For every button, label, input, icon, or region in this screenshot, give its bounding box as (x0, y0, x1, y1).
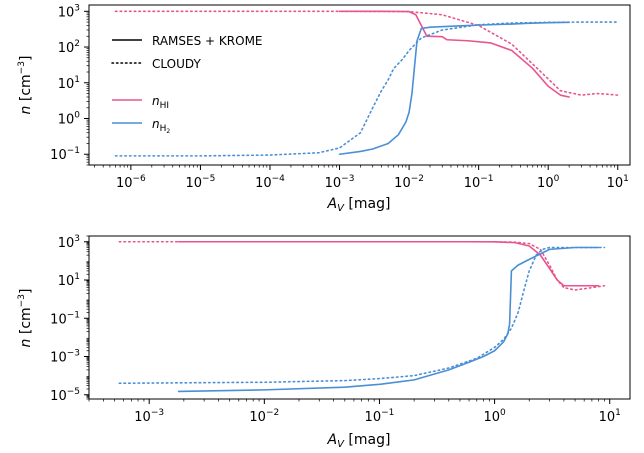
x-tick-label: 10−1 (464, 174, 494, 191)
y-tick-label: 101 (58, 272, 80, 289)
y-tick-label: 100 (58, 111, 81, 128)
x-tick-label: 10−3 (134, 408, 164, 425)
y-tick-label: 102 (58, 39, 80, 56)
y-tick-label: 10−1 (50, 310, 80, 327)
series-layer-top (114, 10, 619, 157)
panel-top: 10−6 10−5 10−4 10−3 10−2 10−1 100 101 10−1 100 101… (17, 3, 631, 214)
series-hi-cloudy (114, 10, 619, 96)
legend-label-n-h2: nH2 (152, 117, 170, 135)
series-h2-ramses-krome (177, 246, 600, 393)
legend-label-cloudy: CLOUDY (152, 57, 201, 71)
x-tick-label: 100 (483, 408, 506, 425)
x-tick-label: 10−1 (365, 408, 395, 425)
series-layer-bottom (118, 240, 606, 393)
y-tick-label: 10−1 (50, 146, 80, 163)
legend: RAMSES + KROME CLOUDY nHI nH2 (111, 34, 263, 135)
x-tick-label: 10−4 (255, 174, 285, 191)
legend-label-ramses-krome: RAMSES + KROME (152, 34, 263, 48)
series-h2-ramses-krome (338, 21, 570, 156)
x-tick-label: 10−2 (394, 174, 424, 191)
y-axis-label-top: n [cm−3] (17, 56, 34, 115)
series-hi-cloudy (118, 240, 606, 291)
x-tick-label: 101 (599, 408, 621, 425)
x-tick-label: 10−5 (186, 174, 216, 191)
plot-area-top (89, 5, 630, 165)
ticks-layer-top: 10−6 10−5 10−4 10−3 10−2 10−1 100 101 10−1 100 101… (50, 3, 629, 191)
panel-bottom: 10−3 10−2 10−1 100 101 10−5 10−3 10−1 101 103 AV … (17, 234, 631, 450)
x-axis-label-top: AV [mag] (327, 196, 391, 214)
y-tick-label: 103 (58, 3, 80, 20)
series-h2-cloudy (114, 21, 619, 157)
y-tick-label: 101 (58, 75, 80, 92)
x-tick-label: 100 (537, 174, 560, 191)
series-h2-cloudy (118, 246, 606, 385)
plot-frame-top (88, 4, 631, 166)
x-tick-label: 10−2 (249, 408, 279, 425)
x-axis-label-bottom: AV [mag] (327, 432, 391, 450)
legend-label-n-hi: nHI (152, 94, 169, 111)
x-tick-label: 10−6 (116, 174, 146, 191)
plot-frame-bottom (88, 235, 631, 400)
y-axis-label-bottom: n [cm−3] (17, 289, 34, 348)
x-tick-label: 10−3 (325, 174, 355, 191)
x-tick-label: 101 (607, 174, 629, 191)
y-tick-label: 103 (58, 234, 80, 251)
plot-area-bottom (89, 236, 630, 399)
ticks-layer-bottom: 10−3 10−2 10−1 100 101 10−5 10−3 10−1 101 103 (50, 234, 621, 425)
y-tick-label: 10−3 (50, 349, 80, 366)
y-tick-label: 10−5 (50, 387, 80, 404)
